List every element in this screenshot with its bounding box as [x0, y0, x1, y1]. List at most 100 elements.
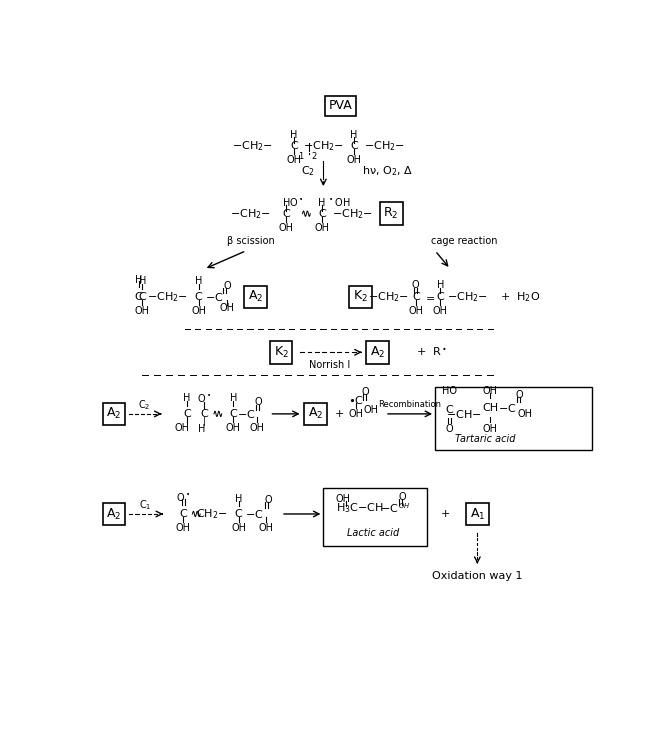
Text: H: H — [139, 277, 146, 287]
Text: OH: OH — [226, 423, 241, 433]
Text: $-$C: $-$C — [237, 408, 256, 420]
Text: A$_2$: A$_2$ — [248, 290, 263, 305]
Text: OH: OH — [191, 305, 206, 316]
Text: β scission: β scission — [227, 236, 275, 246]
Text: O$^\bullet$: O$^\bullet$ — [176, 491, 191, 503]
Text: $+$  R$^\bullet$: $+$ R$^\bullet$ — [416, 346, 447, 358]
Text: O: O — [223, 281, 231, 291]
Text: $-$CH$_2$$-$: $-$CH$_2$$-$ — [303, 139, 344, 153]
Text: OH: OH — [314, 222, 329, 232]
Text: Norrish I: Norrish I — [309, 360, 350, 370]
Text: O$^\bullet$: O$^\bullet$ — [290, 196, 303, 208]
Text: OH: OH — [433, 305, 448, 316]
Text: $+$: $+$ — [334, 409, 344, 419]
Text: OH: OH — [279, 222, 294, 232]
Text: OH: OH — [175, 423, 190, 433]
Text: C: C — [446, 405, 454, 415]
Text: 2: 2 — [311, 152, 317, 161]
Text: HO: HO — [442, 386, 457, 396]
Text: OH: OH — [220, 302, 234, 313]
Text: Lactic acid: Lactic acid — [347, 529, 400, 538]
Text: K$_2$: K$_2$ — [353, 290, 368, 305]
Text: OH: OH — [347, 155, 362, 165]
Text: C$_2$: C$_2$ — [139, 398, 151, 412]
Text: O: O — [264, 495, 272, 505]
Text: $-$CH$_2$$-$: $-$CH$_2$$-$ — [332, 207, 373, 221]
Text: C: C — [412, 292, 420, 302]
FancyBboxPatch shape — [323, 488, 426, 547]
Text: H$_3$C$-$CH: H$_3$C$-$CH — [335, 501, 384, 515]
Text: cage reaction: cage reaction — [431, 236, 497, 246]
Text: C: C — [318, 209, 326, 219]
Text: |: | — [203, 417, 205, 426]
Text: $-$CH$_2$$-$: $-$CH$_2$$-$ — [369, 290, 409, 304]
Text: H: H — [235, 494, 242, 504]
Text: C: C — [139, 292, 146, 302]
Text: A$_2$: A$_2$ — [106, 507, 122, 522]
Text: H: H — [318, 198, 325, 208]
Text: $-$CH$-$: $-$CH$-$ — [446, 408, 481, 420]
Text: $-$C: $-$C — [245, 508, 264, 520]
Text: O: O — [412, 280, 420, 290]
Text: $-$CH$_2$$-$: $-$CH$_2$$-$ — [230, 207, 271, 221]
Text: $^{OH}$: $^{OH}$ — [398, 503, 410, 513]
Text: O: O — [255, 397, 262, 407]
Text: C: C — [436, 292, 444, 302]
Text: OH: OH — [259, 523, 274, 533]
Text: $-$C: $-$C — [205, 291, 223, 303]
Text: OH: OH — [408, 305, 423, 316]
Text: A$_2$: A$_2$ — [370, 345, 385, 360]
Text: H: H — [230, 394, 237, 403]
Text: H: H — [351, 130, 358, 140]
Text: O$^\bullet$: O$^\bullet$ — [197, 393, 211, 404]
Text: $+$  H$_2$O: $+$ H$_2$O — [501, 290, 540, 304]
Text: PVA: PVA — [329, 100, 352, 112]
FancyBboxPatch shape — [435, 387, 592, 450]
Text: H: H — [135, 275, 142, 285]
Text: O: O — [516, 390, 523, 400]
Text: C: C — [195, 292, 203, 302]
Text: $+$: $+$ — [440, 508, 450, 520]
Text: CH$_2$$-$: CH$_2$$-$ — [196, 507, 228, 521]
Text: $-$CH$_2$$-$: $-$CH$_2$$-$ — [365, 139, 406, 153]
Text: H: H — [437, 280, 444, 290]
Text: $-$C: $-$C — [498, 402, 517, 414]
Text: 1: 1 — [298, 152, 303, 161]
Text: O: O — [446, 425, 454, 434]
Text: OH: OH — [483, 425, 498, 434]
Text: H: H — [183, 394, 191, 403]
Text: C: C — [183, 409, 191, 419]
Text: OH: OH — [348, 409, 363, 419]
Text: C: C — [200, 409, 208, 419]
Text: C: C — [179, 509, 187, 519]
Text: H: H — [290, 130, 297, 140]
Text: $^\bullet$OH: $^\bullet$OH — [327, 196, 351, 208]
Text: $\bullet$C: $\bullet$C — [348, 394, 364, 406]
Text: OH: OH — [335, 494, 350, 504]
Text: CH: CH — [482, 403, 499, 412]
Text: O: O — [398, 492, 406, 502]
Text: C: C — [290, 141, 298, 151]
Text: A$_2$: A$_2$ — [106, 406, 122, 421]
Text: $=$: $=$ — [423, 292, 435, 302]
Text: H: H — [283, 198, 290, 208]
Text: OH: OH — [135, 305, 150, 316]
Text: $-$C: $-$C — [380, 502, 398, 513]
Text: OH: OH — [231, 523, 246, 533]
Text: OH: OH — [483, 386, 498, 396]
Text: hν, O$_2$, Δ: hν, O$_2$, Δ — [362, 164, 413, 178]
Text: H: H — [198, 425, 205, 434]
Text: C$_1$: C$_1$ — [139, 498, 152, 512]
Text: OH: OH — [518, 409, 533, 419]
Text: Oxidation way 1: Oxidation way 1 — [432, 571, 523, 581]
Text: A$_1$: A$_1$ — [469, 507, 485, 522]
Text: C: C — [235, 509, 242, 519]
Text: K$_2$: K$_2$ — [274, 345, 288, 360]
Text: OH: OH — [287, 155, 301, 165]
Text: R$_2$: R$_2$ — [383, 206, 399, 221]
Text: C: C — [135, 292, 143, 302]
Text: H: H — [195, 277, 203, 287]
Text: OH: OH — [250, 423, 265, 433]
Text: Recombination: Recombination — [378, 400, 441, 409]
Text: $-$CH$_2$$-$: $-$CH$_2$$-$ — [147, 290, 189, 304]
